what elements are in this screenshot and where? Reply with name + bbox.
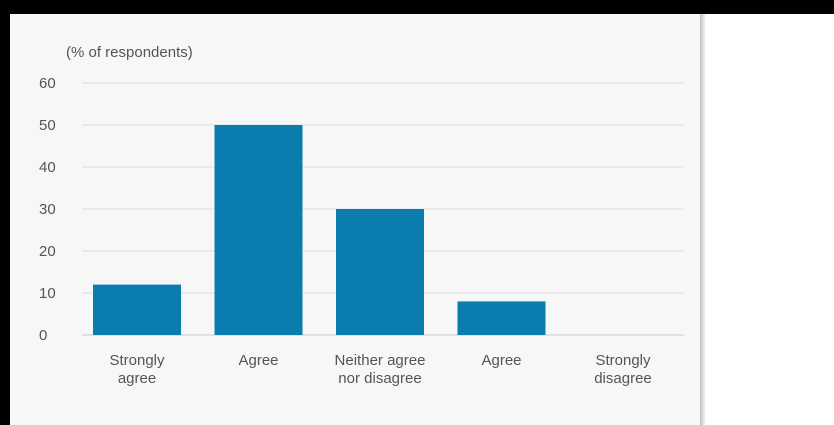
bar — [336, 209, 424, 335]
y-tick-label: 10 — [39, 285, 56, 302]
bar — [214, 125, 303, 335]
y-tick-label: 20 — [39, 243, 56, 260]
y-axis-unit-label: (% of respondents) — [66, 44, 193, 61]
y-tick-label: 40 — [39, 159, 56, 176]
x-category-label: Strongly disagree — [594, 352, 652, 387]
panel-divider — [700, 14, 706, 425]
x-category-label: Agree — [238, 352, 278, 369]
right-blank-panel — [706, 14, 834, 425]
y-tick-label: 50 — [39, 117, 56, 134]
x-category-label: Agree — [481, 352, 521, 369]
x-axis-labels: Strongly agree Agree Neither agree nor disag… — [109, 352, 651, 387]
y-tick-label: 30 — [39, 201, 56, 218]
y-axis-ticks: 0 10 20 30 40 50 60 — [39, 75, 56, 344]
x-category-label: Strongly agree — [109, 352, 165, 387]
bar — [457, 301, 546, 335]
bars — [93, 125, 546, 335]
y-tick-label: 0 — [39, 327, 47, 344]
y-tick-label: 60 — [39, 75, 56, 92]
chart-panel: (% of respondents) 0 10 20 30 40 50 60 Strongl… — [10, 14, 700, 425]
bar-chart: (% of respondents) 0 10 20 30 40 50 60 Strongl… — [39, 44, 684, 387]
bar — [93, 284, 181, 335]
x-category-label: Neither agree nor disagree — [335, 352, 426, 387]
